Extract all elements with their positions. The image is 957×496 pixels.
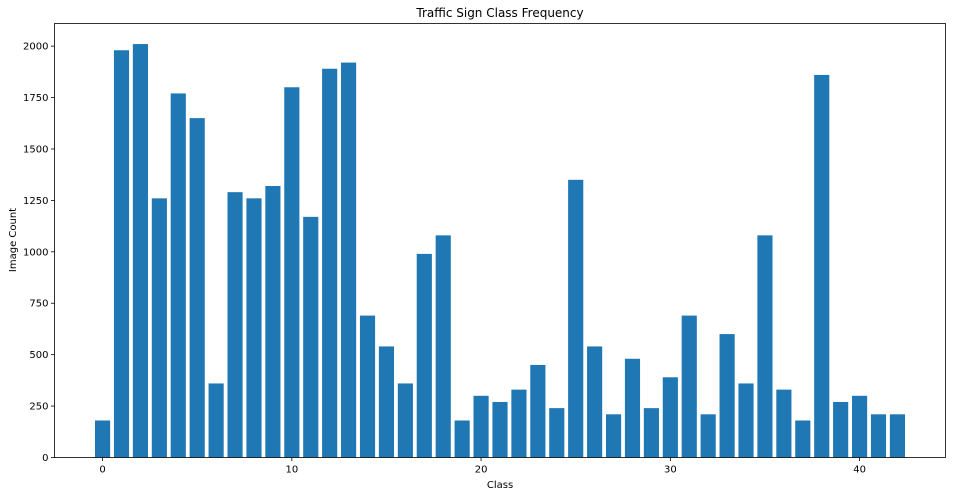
- bar-class-18: [435, 235, 451, 458]
- bar-class-15: [378, 346, 395, 458]
- bar-class-37: [795, 420, 811, 458]
- bar-class-41: [870, 414, 887, 458]
- x-tick-label-20: 20: [475, 465, 488, 476]
- y-axis-label: Image Count: [8, 208, 19, 272]
- bar-class-12: [322, 68, 338, 458]
- y-tick-label-2000: 2000: [23, 42, 48, 53]
- bar-class-6: [208, 383, 224, 458]
- bar-class-3: [151, 198, 167, 458]
- axes-frame: [54, 23, 946, 458]
- bar-class-33: [719, 334, 735, 458]
- bar-class-30: [662, 377, 678, 458]
- y-tick-label-1750: 1750: [23, 93, 48, 104]
- y-tick-label-750: 750: [29, 299, 48, 310]
- x-axis-label: Class: [487, 480, 513, 491]
- bar-class-40: [852, 395, 868, 458]
- bar-class-29: [643, 408, 659, 458]
- bar-class-24: [549, 408, 565, 458]
- bar-series: [95, 44, 905, 458]
- bar-class-13: [341, 62, 357, 458]
- bar-class-8: [246, 198, 262, 458]
- bar-class-5: [189, 118, 205, 458]
- bar-class-25: [568, 179, 584, 458]
- bar-class-19: [454, 420, 470, 458]
- bar-class-35: [757, 235, 773, 458]
- bar-class-9: [265, 185, 281, 458]
- x-tick-label-40: 40: [853, 465, 866, 476]
- x-tick-label-0: 0: [99, 465, 105, 476]
- bar-class-27: [605, 414, 622, 458]
- bar-class-23: [530, 364, 546, 458]
- chart-title: Traffic Sign Class Frequency: [415, 6, 583, 20]
- bar-class-17: [416, 253, 432, 458]
- bar-class-0: [95, 420, 111, 458]
- bar-class-14: [359, 315, 376, 458]
- bar-class-31: [681, 315, 697, 458]
- bar-class-32: [700, 414, 716, 458]
- x-tick-label-30: 30: [664, 465, 677, 476]
- y-tick-label-1000: 1000: [23, 247, 48, 258]
- bar-class-2: [132, 44, 148, 458]
- bar-class-28: [624, 358, 641, 458]
- bar-class-36: [776, 389, 792, 458]
- y-tick-label-0: 0: [42, 453, 48, 464]
- x-tick-label-10: 10: [285, 465, 298, 476]
- bar-class-16: [397, 383, 413, 458]
- bar-class-1: [113, 50, 130, 458]
- y-tick-label-250: 250: [29, 402, 48, 413]
- y-tick-label-1500: 1500: [23, 144, 48, 155]
- bar-class-22: [511, 389, 527, 458]
- bar-class-4: [170, 93, 186, 458]
- y-tick-label-500: 500: [29, 350, 48, 361]
- bar-class-34: [738, 383, 754, 458]
- x-axis-ticks: 0 10 20 30 40: [99, 457, 866, 476]
- bar-class-10: [284, 87, 300, 458]
- bar-class-42: [889, 414, 905, 458]
- bar-class-39: [833, 401, 849, 458]
- bar-class-20: [473, 395, 489, 458]
- y-tick-label-1250: 1250: [23, 196, 48, 207]
- bar-class-11: [303, 216, 319, 458]
- bar-class-7: [227, 192, 243, 458]
- bar-class-26: [587, 346, 603, 458]
- bar-class-38: [814, 74, 830, 458]
- y-axis-ticks: 0 250 500 750 1000 1250 1500 1750 2000: [23, 42, 55, 464]
- bar-class-21: [492, 401, 508, 458]
